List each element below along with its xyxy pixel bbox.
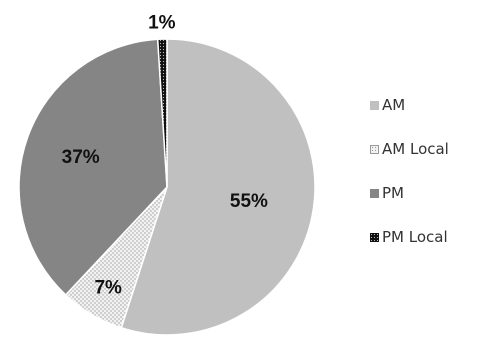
pie-data-labels: 55% 7% 37% 1% bbox=[62, 12, 268, 298]
data-label-am: 55% bbox=[230, 191, 268, 212]
legend: AM AM Local PM PM Local bbox=[370, 95, 482, 271]
legend-swatch bbox=[370, 100, 379, 110]
legend-swatch bbox=[370, 232, 379, 242]
legend-item-am-local: AM Local bbox=[370, 139, 482, 159]
pie-slices bbox=[18, 38, 316, 336]
data-label-pm-local: 1% bbox=[148, 12, 176, 33]
legend-label: PM Local bbox=[382, 228, 448, 246]
data-label-pm: 37% bbox=[62, 147, 100, 168]
pie-slice-pm bbox=[18, 38, 168, 296]
legend-label: PM bbox=[382, 184, 404, 202]
legend-item-pm-local: PM Local bbox=[370, 227, 482, 247]
data-label-am-local: 7% bbox=[94, 277, 122, 298]
legend-label: AM Local bbox=[382, 140, 449, 158]
legend-item-pm: PM bbox=[370, 183, 482, 203]
legend-swatch bbox=[370, 144, 379, 154]
legend-item-am: AM bbox=[370, 95, 482, 115]
pie-slice-am bbox=[120, 38, 316, 336]
legend-label: AM bbox=[382, 96, 406, 114]
pie-slice-pm-local bbox=[156, 38, 168, 188]
legend-swatch bbox=[370, 188, 379, 198]
